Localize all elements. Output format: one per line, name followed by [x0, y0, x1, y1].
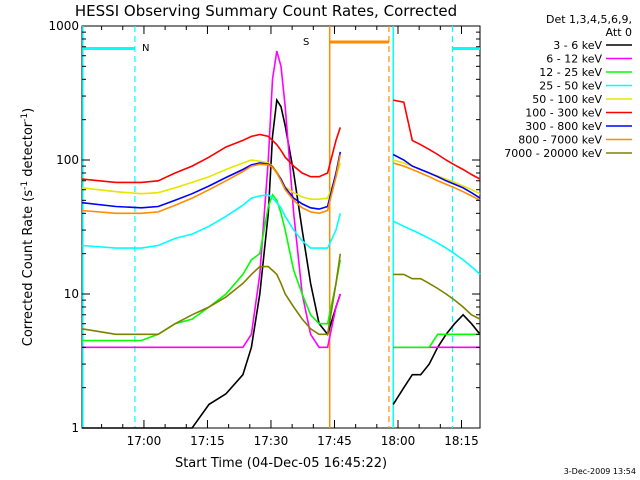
legend-label: 12 - 25 keV — [539, 66, 602, 79]
series-line — [81, 151, 342, 210]
series-line — [81, 193, 342, 249]
legend-label: 7000 - 20000 keV — [504, 147, 602, 160]
x-tick-label: 17:00 — [127, 434, 162, 448]
series-line — [393, 273, 481, 320]
y-tick-label: 100 — [56, 153, 79, 167]
timestamp: 3-Dec-2009 13:54 — [564, 467, 636, 476]
series-lines — [81, 50, 481, 429]
series-line — [393, 99, 481, 180]
x-axis-label: Start Time (04-Dec-05 16:45:22) — [175, 456, 387, 471]
y-axis-label-part: ) — [21, 108, 36, 113]
y-axis-label: Corrected Count Rate (s-1 detector-1) — [20, 108, 36, 346]
legend-header: Att 0 — [606, 26, 632, 39]
x-tick-label: 17:30 — [254, 434, 289, 448]
series-line — [81, 159, 342, 200]
x-tick-label: 17:45 — [317, 434, 352, 448]
x-tick-label: 18:15 — [444, 434, 479, 448]
legend-label: 50 - 100 keV — [532, 93, 602, 106]
x-tick-label: 18:00 — [381, 434, 416, 448]
series-line — [392, 220, 481, 275]
y-tick-labels: 1 10 100 1000 — [48, 19, 79, 435]
y-tick-label: 1000 — [48, 19, 79, 33]
series-line — [393, 333, 480, 349]
x-tick-labels: 17:00 17:15 17:30 17:45 18:00 18:15 — [127, 434, 479, 448]
series-line — [82, 50, 342, 349]
series-line — [81, 253, 342, 336]
series-line — [82, 97, 342, 429]
legend-label: 6 - 12 keV — [546, 53, 602, 66]
chart-title: HESSI Observing Summary Count Rates, Cor… — [75, 2, 457, 20]
legend-label: 100 - 300 keV — [525, 107, 602, 120]
plot-area — [81, 25, 481, 429]
y-axis-label-sup: -1 — [20, 181, 30, 190]
y-axis-label-part: Corrected Count Rate (s — [21, 190, 36, 347]
legend-header: Det 1,3,4,5,6,9, — [546, 13, 632, 26]
series-line — [392, 313, 481, 405]
tick-marks — [82, 26, 480, 429]
marker-n-label: N — [142, 43, 149, 54]
series-line — [392, 153, 481, 199]
marker-lines — [82, 26, 480, 428]
legend-label: 3 - 6 keV — [553, 39, 602, 52]
series-line — [81, 154, 342, 215]
y-tick-label: 10 — [64, 287, 79, 301]
x-tick-label: 17:15 — [190, 434, 225, 448]
legend-label: 25 - 50 keV — [539, 80, 602, 93]
y-axis-label-part: detector — [21, 121, 36, 181]
marker-s-label: S — [303, 37, 309, 48]
y-axis-label-sup: -1 — [20, 113, 30, 122]
series-line — [81, 127, 342, 184]
y-tick-label: 1 — [71, 421, 79, 435]
legend-label: 300 - 800 keV — [525, 120, 602, 133]
legend-label: 800 - 7000 keV — [518, 134, 602, 147]
series-line — [392, 162, 481, 202]
